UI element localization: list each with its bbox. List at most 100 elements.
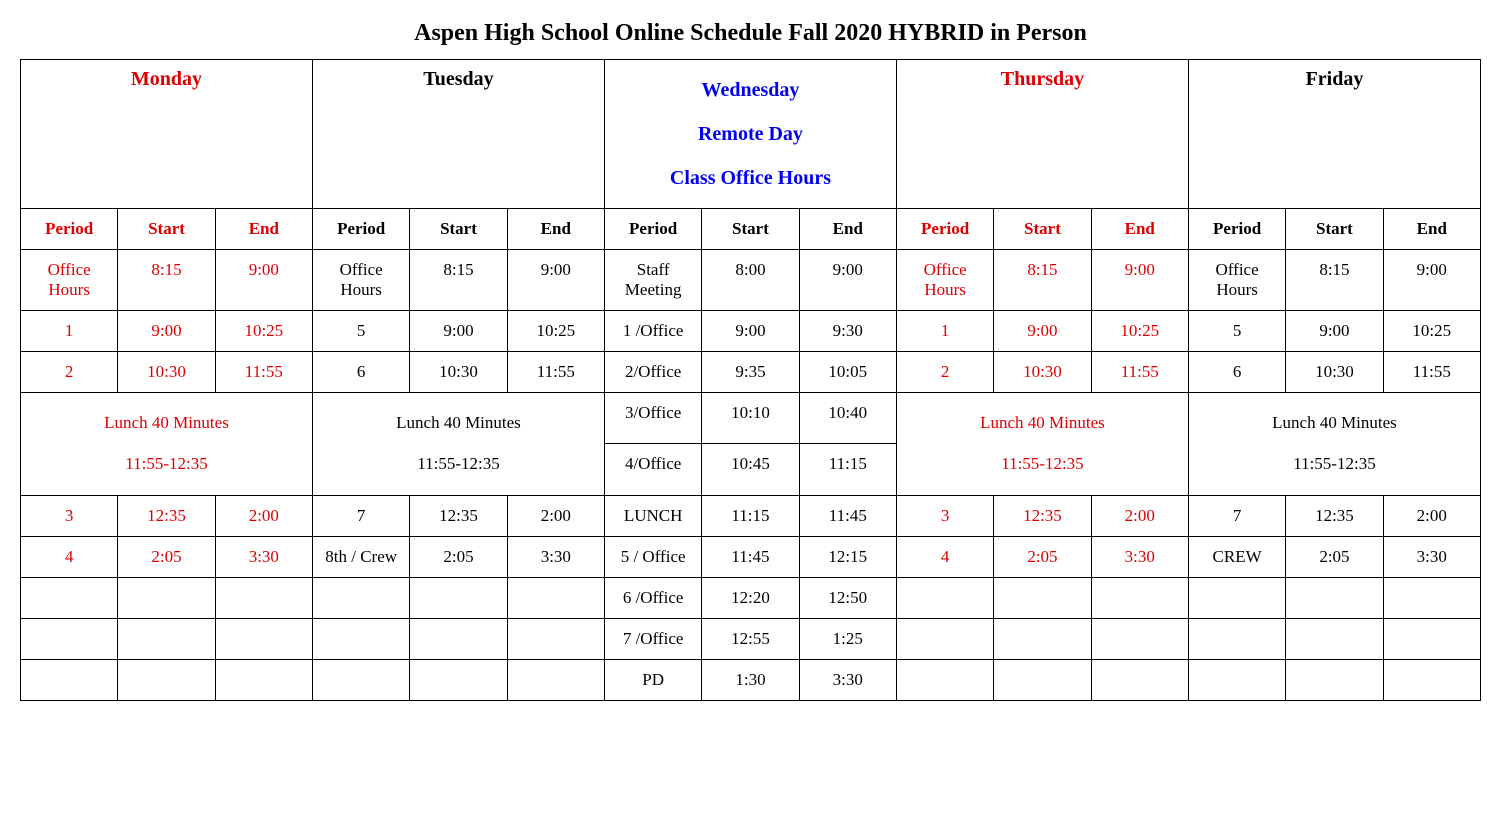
cell-start: 9:35 (702, 352, 799, 393)
cell-end: 10:40 (799, 393, 896, 444)
cell-start: 9:00 (410, 311, 507, 352)
cell-empty (118, 618, 215, 659)
cell-period: 4 (896, 536, 993, 577)
col-start: Start (1286, 209, 1383, 250)
cell-empty (118, 577, 215, 618)
cell-start: 12:55 (702, 618, 799, 659)
cell-end: 12:15 (799, 536, 896, 577)
cell-start: 2:05 (1286, 536, 1383, 577)
cell-end: 11:15 (799, 444, 896, 495)
cell-start: 12:35 (410, 495, 507, 536)
cell-period: Office Hours (312, 250, 409, 311)
lunch-time: 11:55-12:35 (417, 454, 499, 473)
wed-sub1: Remote Day (698, 123, 803, 145)
cell-start: 1:30 (702, 659, 799, 700)
cell-start: 8:15 (994, 250, 1091, 311)
cell-period: 7 /Office (604, 618, 701, 659)
cell-end: 2:00 (507, 495, 604, 536)
col-period: Period (604, 209, 701, 250)
day-header-fri: Friday (1188, 60, 1480, 209)
cell-empty (1091, 659, 1188, 700)
cell-period: Staff Meeting (604, 250, 701, 311)
wed-sub2: Class Office Hours (670, 167, 831, 189)
cell-period: 3/Office (604, 393, 701, 444)
cell-empty (410, 577, 507, 618)
cell-end: 11:55 (507, 352, 604, 393)
cell-end: 10:25 (507, 311, 604, 352)
lunch-cell-tue: Lunch 40 Minutes 11:55-12:35 (312, 393, 604, 496)
cell-empty (896, 577, 993, 618)
lunch-cell-thu: Lunch 40 Minutes 11:55-12:35 (896, 393, 1188, 496)
cell-end: 11:55 (215, 352, 312, 393)
cell-period: 3 (21, 495, 118, 536)
day-header-thu: Thursday (896, 60, 1188, 209)
cell-empty (410, 659, 507, 700)
cell-end: 2:00 (215, 495, 312, 536)
cell-period: 1 (896, 311, 993, 352)
cell-start: 10:10 (702, 393, 799, 444)
cell-period: 7 (1188, 495, 1285, 536)
cell-period: LUNCH (604, 495, 701, 536)
cell-start: 10:30 (118, 352, 215, 393)
cell-empty (507, 618, 604, 659)
cell-empty (507, 577, 604, 618)
page-title: Aspen High School Online Schedule Fall 2… (20, 20, 1481, 47)
cell-period: 2 (896, 352, 993, 393)
cell-empty (507, 659, 604, 700)
cell-start: 12:20 (702, 577, 799, 618)
lunch-label: Lunch 40 Minutes (980, 413, 1105, 432)
col-end: End (799, 209, 896, 250)
cell-start: 9:00 (118, 311, 215, 352)
cell-start: 11:15 (702, 495, 799, 536)
cell-empty (994, 577, 1091, 618)
day-header-mon: Monday (21, 60, 313, 209)
cell-end: 3:30 (507, 536, 604, 577)
cell-period: 5 (1188, 311, 1285, 352)
lunch-label: Lunch 40 Minutes (104, 413, 229, 432)
cell-start: 8:15 (118, 250, 215, 311)
cell-empty (994, 659, 1091, 700)
col-period: Period (21, 209, 118, 250)
cell-start: 2:05 (410, 536, 507, 577)
cell-start: 8:15 (410, 250, 507, 311)
cell-empty (21, 577, 118, 618)
cell-start: 9:00 (994, 311, 1091, 352)
cell-end: 3:30 (1383, 536, 1480, 577)
cell-empty (1188, 618, 1285, 659)
cell-period: 2 (21, 352, 118, 393)
cell-period: 5 (312, 311, 409, 352)
cell-period: Office Hours (896, 250, 993, 311)
lunch-time: 11:55-12:35 (125, 454, 207, 473)
cell-start: 2:05 (118, 536, 215, 577)
cell-start: 12:35 (118, 495, 215, 536)
cell-end: 9:00 (215, 250, 312, 311)
wed-label: Wednesday (702, 79, 800, 101)
cell-start: 9:00 (1286, 311, 1383, 352)
cell-start: 11:45 (702, 536, 799, 577)
cell-period: 1 (21, 311, 118, 352)
cell-empty (1091, 577, 1188, 618)
cell-end: 9:00 (799, 250, 896, 311)
cell-start: 12:35 (994, 495, 1091, 536)
cell-empty (1383, 659, 1480, 700)
col-start: Start (994, 209, 1091, 250)
cell-end: 2:00 (1383, 495, 1480, 536)
cell-period: 4/Office (604, 444, 701, 495)
cell-end: 3:30 (1091, 536, 1188, 577)
col-period: Period (1188, 209, 1285, 250)
cell-end: 9:00 (1091, 250, 1188, 311)
cell-end: 10:25 (1383, 311, 1480, 352)
cell-end: 3:30 (799, 659, 896, 700)
cell-empty (1188, 577, 1285, 618)
cell-empty (21, 659, 118, 700)
cell-empty (896, 618, 993, 659)
cell-start: 8:00 (702, 250, 799, 311)
cell-empty (1286, 659, 1383, 700)
cell-period: 4 (21, 536, 118, 577)
cell-empty (312, 659, 409, 700)
cell-empty (994, 618, 1091, 659)
cell-period: 8th / Crew (312, 536, 409, 577)
cell-period: 6 /Office (604, 577, 701, 618)
cell-empty (118, 659, 215, 700)
col-end: End (507, 209, 604, 250)
